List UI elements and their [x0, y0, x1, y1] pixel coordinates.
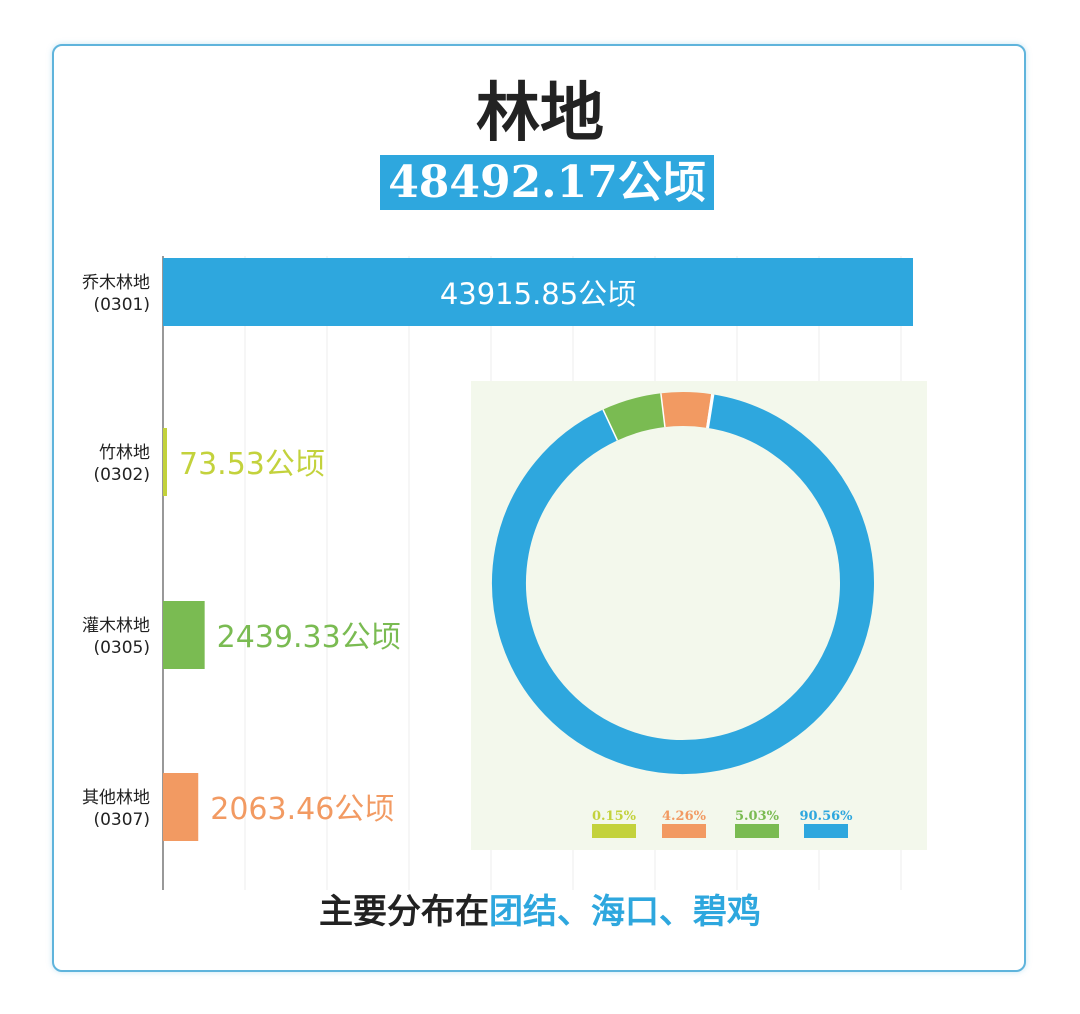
legend-label: 90.56% — [799, 809, 853, 824]
donut-slice — [660, 392, 712, 428]
category-code: (0301) — [93, 295, 150, 315]
slice-separator — [706, 394, 715, 429]
legend-label: 0.15% — [592, 809, 637, 824]
category-label: 乔木林地 — [82, 273, 150, 293]
distribution-note: 主要分布在团结、海口、碧鸡 — [0, 887, 1080, 937]
distribution-places: 团结、海口、碧鸡 — [489, 892, 761, 932]
legend-swatch — [735, 824, 779, 838]
donut-slice — [602, 393, 665, 441]
bar — [163, 601, 205, 669]
category-label: 竹林地 — [99, 443, 150, 463]
bar-value-label: 2063.46公顷 — [210, 792, 394, 827]
page-title: 林地 — [476, 76, 604, 151]
bar-value-label: 73.53公顷 — [179, 447, 325, 482]
bar — [163, 428, 167, 496]
bar — [163, 773, 199, 841]
legend-swatch — [592, 824, 636, 838]
bar — [163, 258, 913, 326]
bar-value-label: 43915.85公顷 — [440, 277, 636, 311]
legend-swatch — [662, 824, 706, 838]
category-code: (0302) — [93, 465, 150, 485]
bar-value-label: 2439.33公顷 — [217, 620, 401, 655]
category-code: (0307) — [93, 810, 150, 830]
total-area-badge: 48492.17公顷 — [380, 155, 714, 210]
category-label: 其他林地 — [82, 788, 150, 808]
legend-label: 4.26% — [662, 809, 707, 824]
distribution-lead: 主要分布在 — [319, 892, 489, 932]
category-code: (0305) — [93, 638, 150, 658]
category-label: 灌木林地 — [82, 616, 150, 636]
legend-swatch — [804, 824, 848, 838]
donut-slice — [492, 394, 874, 774]
legend-label: 5.03% — [735, 809, 780, 824]
